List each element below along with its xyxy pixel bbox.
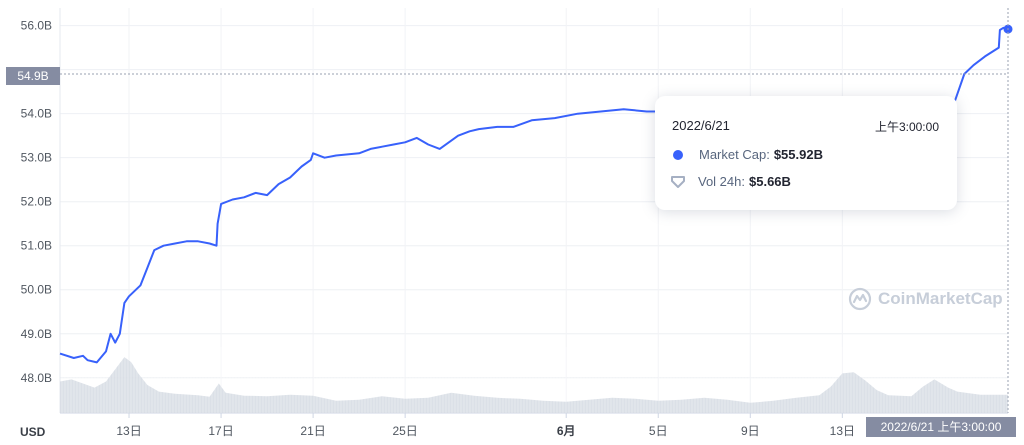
coinmarketcap-logo-icon — [848, 287, 872, 311]
x-tick-label: 13日 — [830, 424, 855, 438]
market-cap-dot-icon — [673, 149, 683, 160]
volume-area-group — [60, 347, 1008, 413]
y-tick-label: 56.0B — [21, 19, 52, 33]
crosshair-y-label: 54.9B — [6, 67, 60, 85]
x-tick-label: 17日 — [208, 424, 233, 438]
tooltip-market-cap-row: Market Cap: $55.92B — [673, 147, 823, 162]
y-tick-label: 52.0B — [21, 195, 52, 209]
x-tick-label: 25日 — [392, 424, 417, 438]
volume-area — [60, 357, 1008, 413]
chart-tooltip: 2022/6/21 上午3:00:00 Market Cap: $55.92B … — [655, 96, 957, 210]
currency-label: USD — [20, 425, 46, 439]
x-tick-label: 6月 — [557, 424, 576, 438]
y-tick-label: 50.0B — [21, 283, 52, 297]
tooltip-volume-row: Vol 24h: $5.66B — [671, 174, 791, 189]
tooltip-volume-value: $5.66B — [749, 174, 791, 189]
y-tick-label: 51.0B — [21, 239, 52, 253]
watermark-text: CoinMarketCap — [878, 289, 1003, 308]
y-tick-label: 48.0B — [21, 371, 52, 385]
tooltip-market-cap-label: Market Cap: — [699, 147, 770, 162]
x-tick-label: 13日 — [116, 424, 141, 438]
x-tick-label: 21日 — [300, 424, 325, 438]
tooltip-market-cap-value: $55.92B — [773, 147, 823, 162]
crosshair-group — [60, 8, 1009, 413]
y-axis: 48.0B 49.0B 50.0B 51.0B 52.0B 53.0B 54.0B 56.0B — [21, 19, 52, 385]
tooltip-time: 上午3:00:00 — [874, 120, 939, 134]
y-tick-label: 54.0B — [21, 107, 52, 121]
volume-shield-icon — [671, 175, 685, 188]
crosshair-x-label: 2022/6/21 上午3:00:00 — [866, 417, 1016, 437]
x-axis: 13日 17日 21日 25日 6月 5日 9日 13日 — [116, 424, 855, 438]
y-tick-label: 53.0B — [21, 151, 52, 165]
x-tick-label: 9日 — [741, 424, 760, 438]
x-tick-label: 5日 — [649, 424, 668, 438]
watermark: CoinMarketCap — [848, 287, 1003, 311]
tooltip-volume-label: Vol 24h: — [698, 174, 745, 189]
y-tick-label: 49.0B — [21, 327, 52, 341]
tooltip-date: 2022/6/21 — [672, 118, 730, 133]
